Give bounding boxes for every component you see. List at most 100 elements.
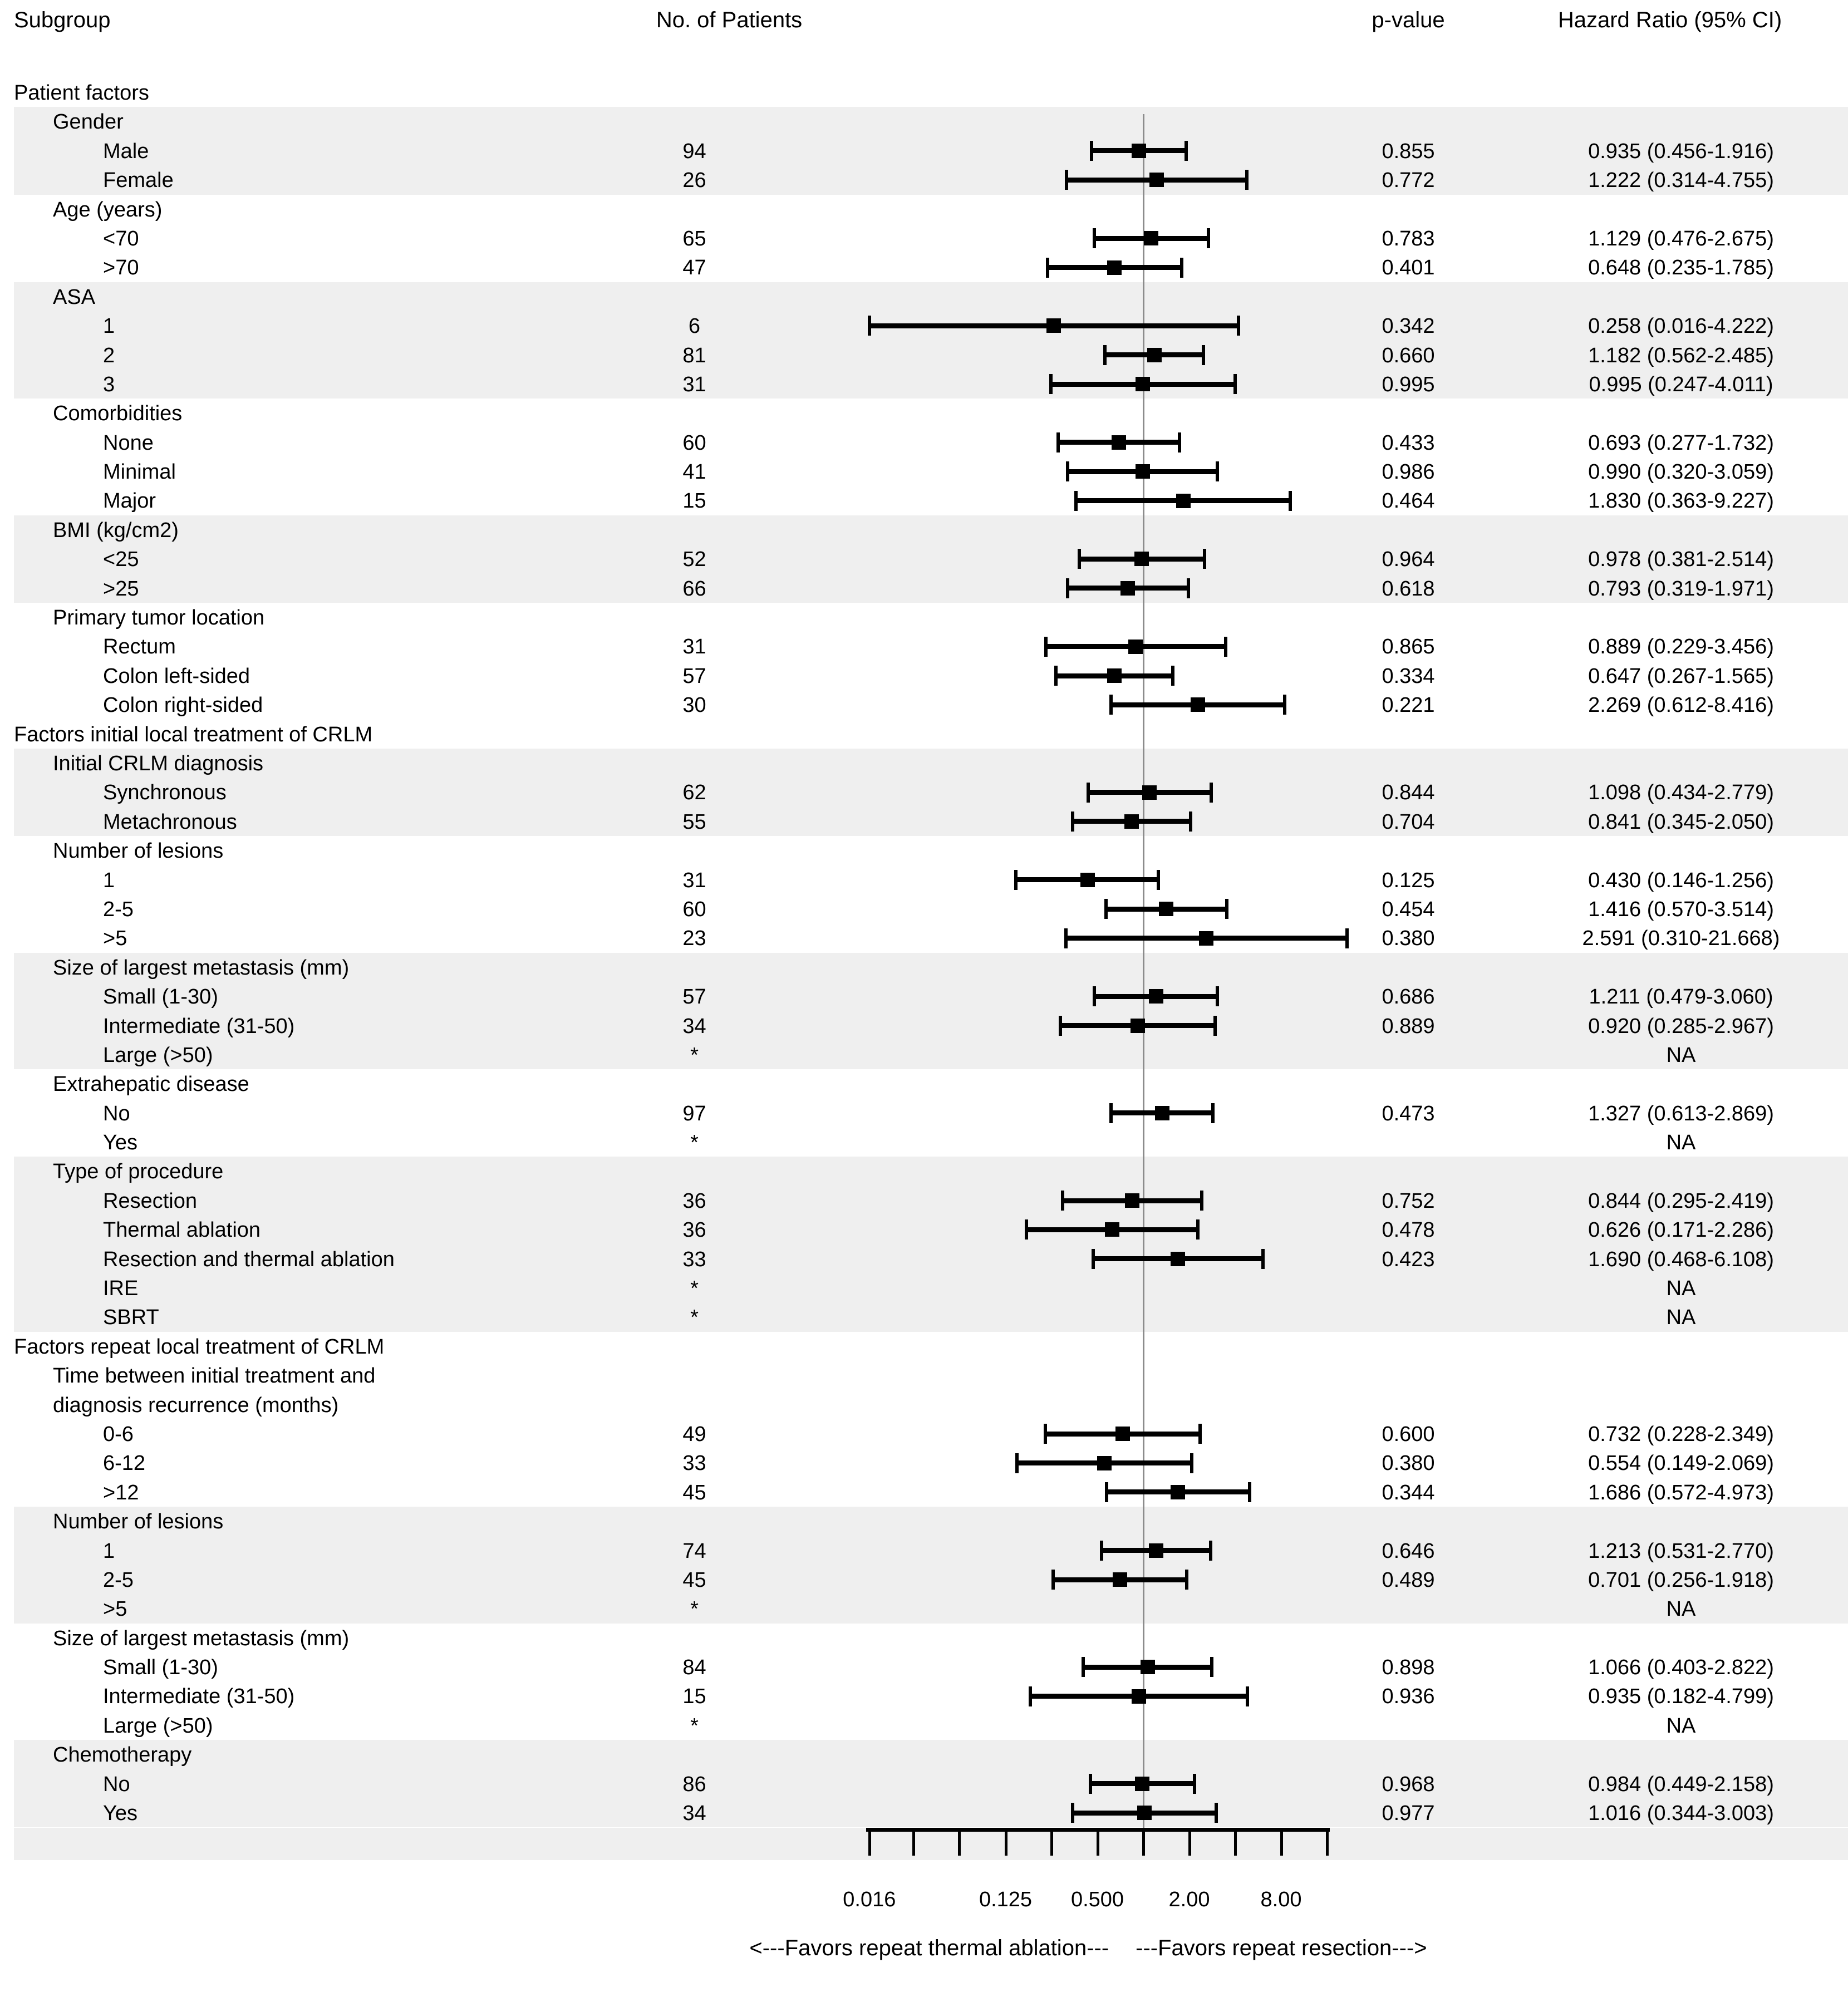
p-value: 0.125 [1382,868,1435,892]
hazard-ratio-ci: 0.626 (0.171-2.286) [1588,1218,1774,1242]
subgroup-header-row: Chemotherapy [0,1740,1848,1769]
subgroup-label: Synchronous [103,781,227,805]
section-header-row: Factors initial local treatment of CRLM [0,720,1848,749]
subgroup-label: >25 [103,577,139,601]
patient-count: 45 [682,1568,706,1592]
point-estimate-marker [1171,1251,1186,1266]
forest-row: Female 26 0.772 1.222 (0.314-4.755) [0,165,1848,195]
ci-upper-whisker [1245,170,1249,190]
hazard-ratio-ci: 0.978 (0.381-2.514) [1588,548,1774,572]
ci-upper-whisker [1209,782,1213,803]
forest-row: Intermediate (31-50) 34 0.889 0.920 (0.285-… [0,1011,1848,1040]
hazard-ratio-ci: NA [1666,1306,1696,1330]
row-shading [14,515,1848,545]
subgroup-header-row: diagnosis recurrence (months) [0,1390,1848,1419]
x-axis-tick-label: 0.500 [1070,1888,1124,1911]
ci-upper-whisker [1233,374,1237,395]
ci-upper-whisker [1190,1453,1193,1473]
hazard-ratio-ci: 0.841 (0.345-2.050) [1588,810,1774,834]
row-shading [14,1157,1848,1186]
hazard-ratio-ci: 1.830 (0.363-9.227) [1588,489,1774,513]
x-axis-tick [958,1828,961,1856]
hazard-ratio-ci: 0.647 (0.267-1.565) [1588,664,1774,688]
patient-count: 30 [682,693,706,717]
p-value: 0.986 [1382,460,1435,484]
forest-row: 2 81 0.660 1.182 (0.562-2.485) [0,340,1848,370]
ci-lower-whisker [1054,666,1058,686]
subgroup-label: ASA [53,285,96,309]
row-shading [14,1565,1848,1595]
hazard-ratio-ci: 0.844 (0.295-2.419) [1588,1189,1774,1213]
hazard-ratio-ci: 0.648 (0.235-1.785) [1588,256,1774,280]
p-value: 0.783 [1382,227,1435,250]
point-estimate-marker [1149,173,1164,188]
point-estimate-marker [1137,1806,1152,1821]
point-estimate-marker [1176,493,1191,508]
ci-upper-whisker [1202,549,1206,569]
ci-upper-whisker [1214,1803,1218,1823]
point-estimate-marker [1131,1018,1146,1033]
patient-count: 15 [682,1685,706,1709]
point-estimate-marker [1115,1427,1130,1442]
ci-upper-whisker [1225,899,1228,919]
subgroup-label: Chemotherapy [53,1743,192,1767]
forest-row: IRE * NA [0,1273,1848,1303]
subgroup-label: Factors initial local treatment of CRLM [14,722,373,746]
hazard-ratio-ci: 0.693 (0.277-1.732) [1588,431,1774,455]
subgroup-label: Number of lesions [53,839,224,863]
ci-lower-whisker [1044,636,1048,657]
patient-count: 49 [682,1422,706,1446]
x-axis-tick [1188,1828,1191,1856]
hazard-ratio-ci: NA [1666,1131,1696,1155]
patient-count: 31 [682,635,706,659]
hazard-ratio-ci: 0.793 (0.319-1.971) [1588,577,1774,601]
forest-row: Small (1-30) 84 0.898 1.066 (0.403-2.822) [0,1652,1848,1681]
forest-rows: Patient factors Gender Male 94 0.855 0.935 (0… [0,78,1848,1828]
subgroup-label: Yes [103,1802,137,1826]
hazard-ratio-ci: 0.889 (0.229-3.456) [1588,635,1774,659]
forest-row: None 60 0.433 0.693 (0.277-1.732) [0,428,1848,457]
forest-row: Male 94 0.855 0.935 (0.456-1.916) [0,136,1848,166]
hazard-ratio-ci: 0.935 (0.182-4.799) [1588,1685,1774,1709]
patient-count: 97 [682,1101,706,1125]
subgroup-label: Female [103,169,174,193]
forest-row: 2-5 60 0.454 1.416 (0.570-3.514) [0,894,1848,923]
subgroup-label: 3 [103,372,115,396]
subgroup-label: 1 [103,314,115,338]
patient-count: 41 [682,460,706,484]
x-axis-tick [1234,1828,1237,1856]
patient-count: * [690,1306,699,1330]
forest-row: Resection and thermal ablation 33 0.423 1.6… [0,1244,1848,1274]
x-axis-tick [1096,1828,1099,1856]
row-shading [14,806,1848,837]
point-estimate-marker [1171,1484,1186,1499]
patient-count: 26 [682,169,706,193]
forest-row: Colon right-sided 30 0.221 2.269 (0.612-8.4… [0,690,1848,719]
subgroup-label: Large (>50) [103,1043,213,1067]
ci-upper-whisker [1237,316,1241,336]
hazard-ratio-ci: 1.098 (0.434-2.779) [1588,781,1774,805]
forest-row: >70 47 0.401 0.648 (0.235-1.785) [0,253,1848,282]
subgroup-label: No [103,1101,130,1125]
point-estimate-marker [1190,697,1205,712]
hazard-ratio-ci: 1.016 (0.344-3.003) [1588,1802,1774,1826]
row-shading [14,573,1848,603]
subgroup-label: 0-6 [103,1422,134,1446]
p-value: 0.344 [1382,1481,1435,1504]
row-shading [14,1769,1848,1799]
x-axis-tick [1280,1828,1283,1856]
subgroup-label: Resection [103,1189,197,1213]
ci-upper-whisker [1213,1015,1217,1036]
row-shading [14,1536,1848,1565]
forest-row: SBRT * NA [0,1302,1848,1332]
subgroup-header-row: Type of procedure [0,1157,1848,1186]
ci-upper-whisker [1207,228,1211,249]
ci-lower-whisker [1065,170,1069,190]
point-estimate-marker [1112,435,1127,450]
subgroup-label: Patient factors [14,81,149,105]
p-value: 0.342 [1382,314,1435,338]
ci-upper-whisker [1245,1686,1249,1706]
point-estimate-marker [1120,581,1136,596]
p-value: 0.380 [1382,1452,1435,1475]
ci-upper-whisker [1200,1191,1204,1211]
